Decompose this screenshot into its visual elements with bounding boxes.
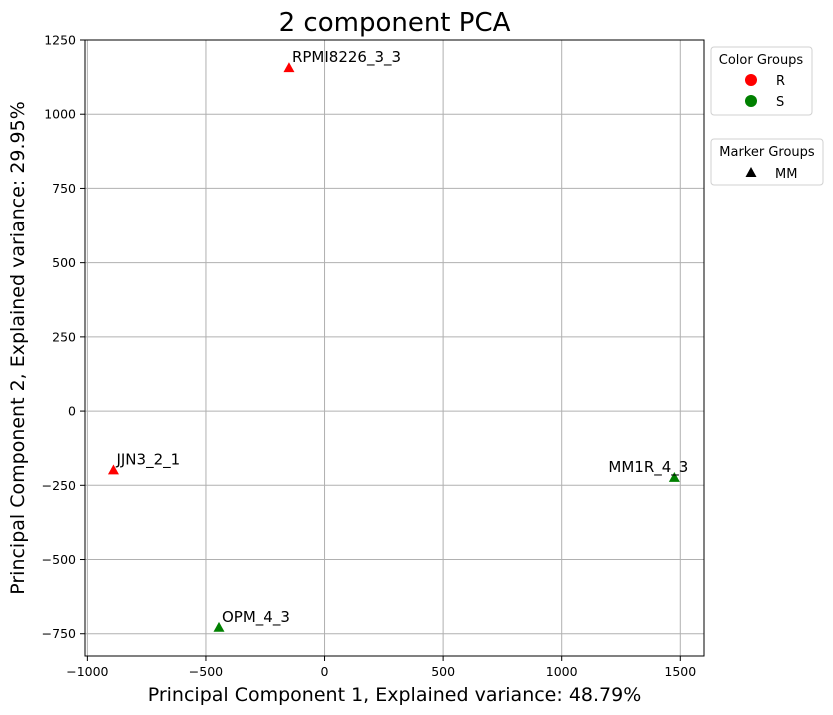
legend-marker-mm — [745, 167, 757, 177]
data-point — [668, 471, 680, 482]
x-tick-label: −1000 — [66, 664, 108, 679]
y-tick-label: 1250 — [44, 33, 76, 48]
x-tick-label: 1500 — [664, 664, 696, 679]
marker-legend-box — [710, 138, 824, 186]
x-tick-label: 0 — [321, 664, 329, 679]
data-point — [283, 62, 295, 73]
plot-frame — [84, 39, 705, 657]
y-tick-label: −250 — [42, 478, 76, 493]
legends: Color Groups RS Marker Groups MM — [710, 46, 824, 186]
data-point — [213, 621, 225, 632]
legend-entry-mm: MM — [775, 167, 797, 182]
y-tick-label: −750 — [42, 626, 76, 641]
y-tick-label: 750 — [52, 181, 76, 196]
x-tick-label: 500 — [431, 664, 455, 679]
data-point — [107, 464, 119, 475]
y-tick-label: −500 — [42, 552, 76, 567]
point-label: JJN3_2_1 — [115, 450, 180, 469]
y-tick-label: 500 — [52, 255, 76, 270]
legend-marker-s — [745, 95, 757, 107]
x-tick-label: 1000 — [546, 664, 578, 679]
y-tick-label: 0 — [68, 404, 76, 419]
y-tick-label: 1000 — [44, 107, 76, 122]
marker-legend-title: Marker Groups — [719, 145, 815, 160]
color-legend-box — [710, 46, 813, 116]
x-axis-label: Principal Component 1, Explained varianc… — [148, 684, 642, 706]
x-tick-label: −500 — [189, 664, 223, 679]
data-points: RPMI8226_3_3 JJN3_2_1 OPM_4_3 MM1R_4_3 — [107, 48, 688, 632]
y-axis-label: Principal Component 2, Explained varianc… — [7, 101, 29, 595]
grid-lines — [85, 39, 704, 656]
y-tick-label: 250 — [52, 329, 76, 344]
chart-title: 2 component PCA — [279, 8, 511, 38]
axes: −1000 −500 0 500 1000 1500 −750 −500 −250 0 250 500… — [42, 33, 705, 679]
legend-entry-r: R — [776, 74, 785, 89]
point-label: OPM_4_3 — [222, 608, 290, 627]
point-label: MM1R_4_3 — [608, 458, 688, 477]
color-legend-title: Color Groups — [719, 53, 804, 68]
point-label: RPMI8226_3_3 — [292, 48, 401, 67]
legend-marker-r — [745, 74, 757, 86]
legend-entry-s: S — [776, 95, 784, 110]
